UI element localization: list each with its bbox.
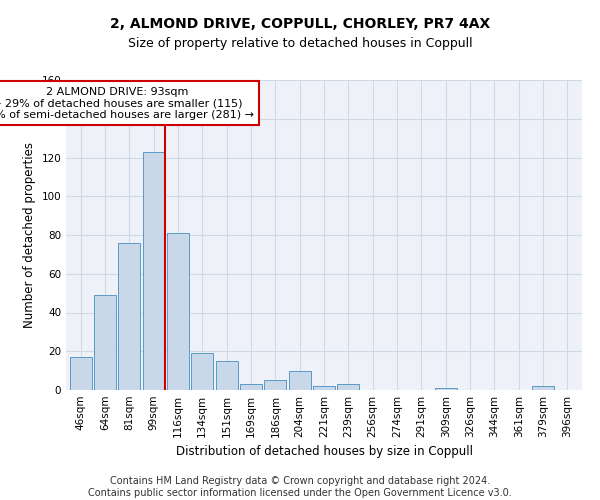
X-axis label: Distribution of detached houses by size in Coppull: Distribution of detached houses by size …	[176, 446, 473, 458]
Text: 2 ALMOND DRIVE: 93sqm
← 29% of detached houses are smaller (115)
71% of semi-det: 2 ALMOND DRIVE: 93sqm ← 29% of detached …	[0, 86, 254, 120]
Bar	[70, 357, 92, 390]
Bar	[337, 384, 359, 390]
Bar	[313, 386, 335, 390]
Bar	[265, 380, 286, 390]
Bar	[532, 386, 554, 390]
Bar	[240, 384, 262, 390]
Bar	[118, 243, 140, 390]
Bar	[143, 152, 164, 390]
Text: 2, ALMOND DRIVE, COPPULL, CHORLEY, PR7 4AX: 2, ALMOND DRIVE, COPPULL, CHORLEY, PR7 4…	[110, 18, 490, 32]
Bar	[215, 361, 238, 390]
Bar	[289, 370, 311, 390]
Bar	[167, 233, 189, 390]
Bar	[435, 388, 457, 390]
Bar	[94, 295, 116, 390]
Text: Contains HM Land Registry data © Crown copyright and database right 2024.
Contai: Contains HM Land Registry data © Crown c…	[88, 476, 512, 498]
Text: Size of property relative to detached houses in Coppull: Size of property relative to detached ho…	[128, 38, 472, 51]
Bar	[191, 353, 213, 390]
Y-axis label: Number of detached properties: Number of detached properties	[23, 142, 36, 328]
